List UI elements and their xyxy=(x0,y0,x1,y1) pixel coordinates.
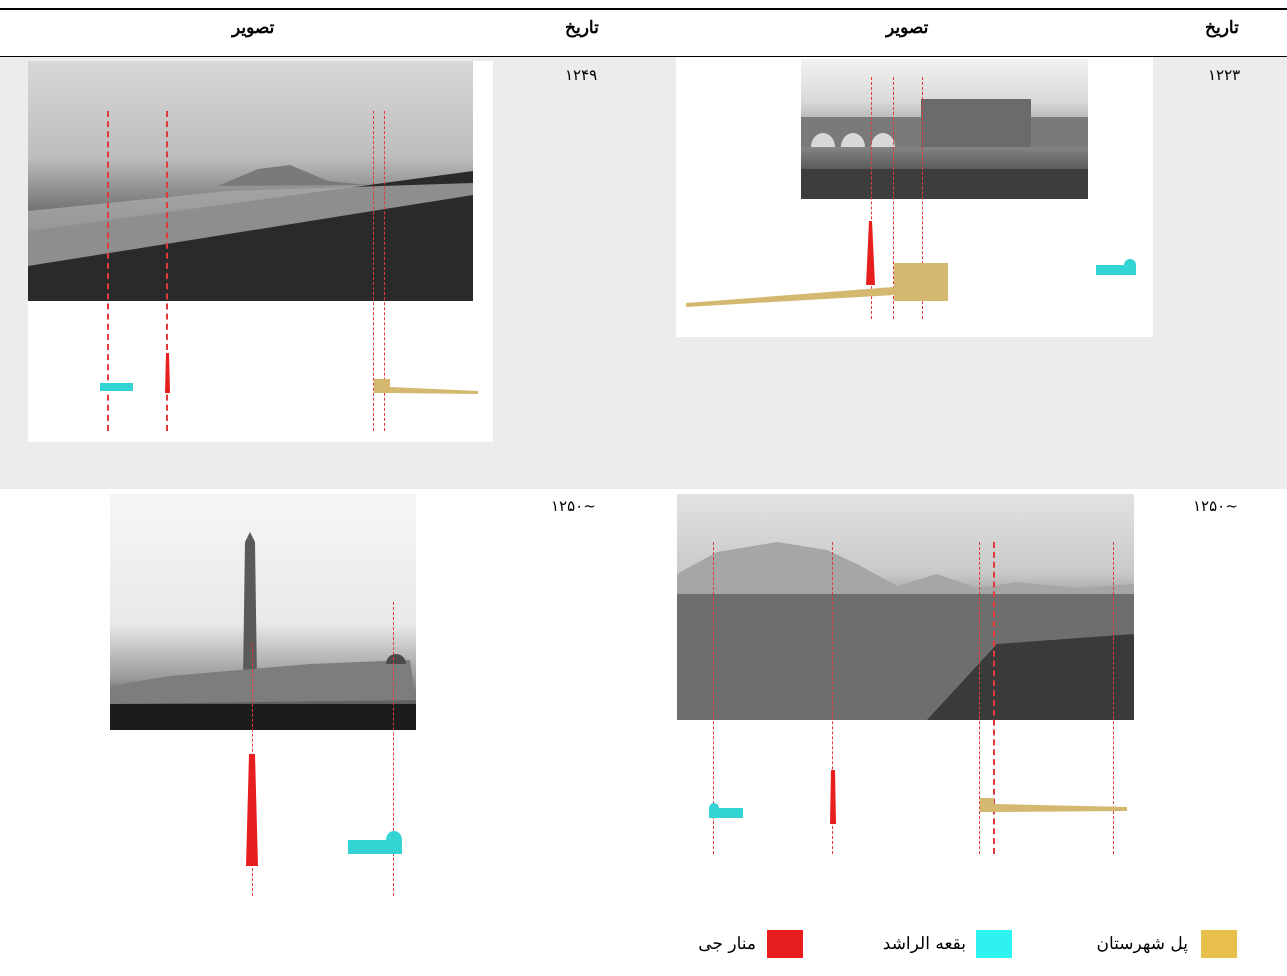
legend-label-mausoleum: بقعه الراشد xyxy=(882,934,966,954)
minaret-closeup-image xyxy=(110,494,416,730)
row-2-right-figure xyxy=(677,494,1134,864)
table-top-rule xyxy=(0,8,1287,10)
legend-label-bridge: پل شهرستان xyxy=(1096,934,1188,954)
mausoleum-dome-model xyxy=(386,831,402,840)
bridge-engraving-drawing xyxy=(801,99,1088,199)
mausoleum-model xyxy=(709,808,743,818)
guide-line-minaret xyxy=(832,542,833,854)
row-1-left-model xyxy=(100,353,478,394)
minaret-model xyxy=(830,770,836,824)
header-image-left: تصویر xyxy=(232,18,275,38)
bridge-gatehouse-model xyxy=(894,263,948,301)
guide-line-minaret xyxy=(166,111,168,431)
legend-swatch-bridge xyxy=(1201,930,1237,958)
row-1-left-date: ۱۲۴۹ xyxy=(565,66,598,84)
bridge-model xyxy=(994,804,1127,812)
legend-swatch-mausoleum xyxy=(976,930,1012,958)
legend-swatch-minaret xyxy=(767,930,803,958)
legend-label-minaret: منار جی xyxy=(698,934,756,954)
row-2-left-figure xyxy=(110,494,420,896)
riverbank-photo-drawing xyxy=(28,165,473,301)
plain-panorama-image xyxy=(677,494,1134,720)
bridge-gatehouse-model xyxy=(374,379,390,393)
guide-line-mausoleum xyxy=(713,542,714,854)
guide-line-bridge-b xyxy=(384,111,385,431)
row-1-right-figure xyxy=(676,57,1153,337)
bridge-model xyxy=(390,387,478,394)
mausoleum-dome-model xyxy=(709,803,719,808)
mausoleum-model xyxy=(1096,265,1126,275)
header-date-right: تاریخ xyxy=(1205,18,1239,38)
bridge-gatehouse-model xyxy=(980,798,994,812)
guide-line-mausoleum xyxy=(107,111,109,431)
row-1-right-model xyxy=(686,221,1136,307)
minaret-closeup-drawing xyxy=(110,532,416,730)
riverbank-photo-image xyxy=(28,61,473,301)
guide-line-minaret xyxy=(871,77,872,319)
mausoleum-model xyxy=(348,840,402,854)
guide-line-bridge-end xyxy=(922,77,923,319)
guide-line-bridge-end xyxy=(1113,542,1114,854)
minaret-model xyxy=(246,754,258,866)
row-1-right-date: ۱۲۲۳ xyxy=(1208,66,1241,84)
row-2-left-model xyxy=(246,754,402,866)
minaret-model xyxy=(866,221,875,285)
bridge-engraving-image xyxy=(801,59,1088,199)
guide-line-bridge-a xyxy=(979,542,980,854)
plain-panorama-drawing xyxy=(677,542,1134,720)
bridge-model xyxy=(686,287,894,307)
guide-line-bridge-b xyxy=(993,542,995,854)
table-header-rule xyxy=(0,56,1287,57)
minaret-model xyxy=(165,353,170,393)
row-2-right-date: ~۱۲۵۰ xyxy=(1193,497,1238,515)
header-image-right: تصویر xyxy=(886,18,929,38)
row-1-left-figure xyxy=(28,61,493,442)
guide-line-mausoleum xyxy=(393,602,394,896)
mausoleum-model xyxy=(100,383,133,391)
mausoleum-dome-model xyxy=(1124,259,1136,275)
row-2-left-date: ~۱۲۵۰ xyxy=(551,497,596,515)
guide-line-bridge-a xyxy=(373,111,374,431)
row-2-right-model xyxy=(709,770,1127,824)
guide-line-bridge-start xyxy=(893,77,894,319)
header-date-left: تاریخ xyxy=(565,18,599,38)
